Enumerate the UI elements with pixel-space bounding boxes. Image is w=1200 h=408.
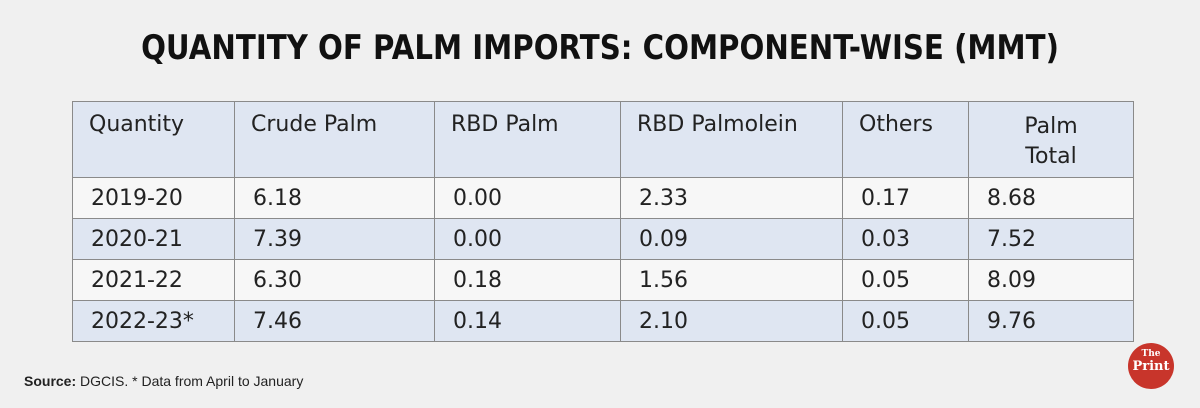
- table-row: 2019-20 6.18 0.00 2.33 0.17 8.68: [72, 177, 1134, 219]
- header-others: Others: [842, 101, 969, 178]
- cell-palm-total: 9.76: [968, 300, 1134, 342]
- cell-rbd-palm: 0.00: [434, 218, 621, 260]
- cell-crude-palm: 7.46: [234, 300, 435, 342]
- source-note: Source: DGCIS. * Data from April to Janu…: [24, 373, 303, 389]
- cell-rbd-palmolein: 2.33: [620, 177, 843, 219]
- cell-others: 0.03: [842, 218, 969, 260]
- logo-print: Print: [1132, 359, 1170, 374]
- cell-quantity: 2021-22: [72, 259, 235, 301]
- source-label: Source:: [24, 373, 77, 389]
- data-table: Quantity Crude Palm RBD Palm RBD Palmole…: [72, 101, 1134, 342]
- cell-crude-palm: 6.18: [234, 177, 435, 219]
- cell-rbd-palmolein: 1.56: [620, 259, 843, 301]
- table-row: 2020-21 7.39 0.00 0.09 0.03 7.52: [72, 218, 1134, 260]
- cell-crude-palm: 6.30: [234, 259, 435, 301]
- theprint-logo: The Print: [1128, 343, 1174, 389]
- header-rbd-palmolein: RBD Palmolein: [620, 101, 843, 178]
- cell-crude-palm: 7.39: [234, 218, 435, 260]
- header-quantity: Quantity: [72, 101, 235, 178]
- cell-quantity: 2019-20: [72, 177, 235, 219]
- cell-palm-total: 8.68: [968, 177, 1134, 219]
- cell-others: 0.05: [842, 300, 969, 342]
- cell-rbd-palm: 0.00: [434, 177, 621, 219]
- cell-others: 0.05: [842, 259, 969, 301]
- cell-palm-total: 8.09: [968, 259, 1134, 301]
- header-palm-total: Palm Total: [968, 101, 1134, 178]
- cell-rbd-palmolein: 0.09: [620, 218, 843, 260]
- header-crude-palm: Crude Palm: [234, 101, 435, 178]
- logo-the: The: [1141, 349, 1161, 359]
- cell-rbd-palm: 0.18: [434, 259, 621, 301]
- cell-rbd-palmolein: 2.10: [620, 300, 843, 342]
- source-text: DGCIS. * Data from April to January: [80, 373, 304, 389]
- cell-rbd-palm: 0.14: [434, 300, 621, 342]
- table-row: 2021-22 6.30 0.18 1.56 0.05 8.09: [72, 259, 1134, 301]
- cell-palm-total: 7.52: [968, 218, 1134, 260]
- cell-quantity: 2022-23*: [72, 300, 235, 342]
- chart-title: QUANTITY OF PALM IMPORTS: COMPONENT-WISE…: [141, 28, 1059, 68]
- cell-quantity: 2020-21: [72, 218, 235, 260]
- table-header-row: Quantity Crude Palm RBD Palm RBD Palmole…: [72, 101, 1134, 178]
- table-body: 2019-20 6.18 0.00 2.33 0.17 8.68 2020-21 7.39 0.…: [72, 177, 1134, 342]
- table-row: 2022-23* 7.46 0.14 2.10 0.05 9.76: [72, 300, 1134, 342]
- cell-others: 0.17: [842, 177, 969, 219]
- header-rbd-palm: RBD Palm: [434, 101, 621, 178]
